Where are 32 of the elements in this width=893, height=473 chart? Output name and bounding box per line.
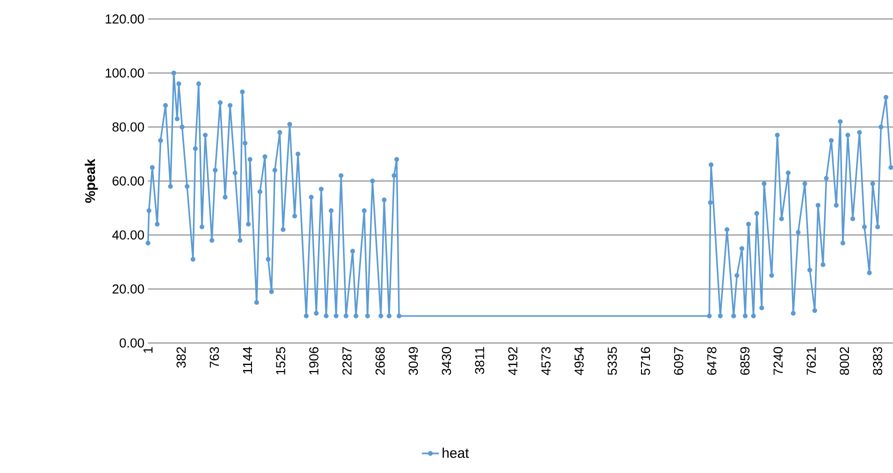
- x-tick-label: 6859: [740, 347, 750, 375]
- y-axis-title: %peak: [84, 158, 98, 203]
- x-tick-label: 5335: [608, 347, 617, 375]
- legend-label: heat: [442, 448, 469, 458]
- x-tick-label: 1144: [243, 346, 252, 374]
- x-tick-label: 4192: [508, 347, 518, 376]
- x-tick-label: 5716: [640, 347, 650, 375]
- x-tick-label: 6478: [707, 347, 716, 375]
- x-tick-label: 8383: [872, 347, 882, 375]
- x-tick-label: 3049: [408, 347, 418, 375]
- y-tick-label: 20.00: [112, 284, 144, 294]
- x-tick-label: 1906: [309, 347, 318, 374]
- y-tick-label: 100.00: [106, 68, 144, 78]
- x-tick-label: 3811: [475, 347, 484, 374]
- y-tick-label: 60.00: [112, 176, 144, 186]
- x-tick-label: 4954: [574, 346, 584, 376]
- y-tick-label: 0.00: [120, 338, 144, 348]
- y-tick-label: 80.00: [112, 122, 144, 132]
- x-tick-label: 8002: [840, 347, 850, 375]
- x-tick-label: 763: [210, 347, 219, 368]
- x-tick-label: 4573: [541, 347, 551, 376]
- x-tick-label: 7621: [806, 347, 816, 375]
- x-tick-label: 3430: [442, 347, 452, 375]
- x-tick-label: 2287: [342, 347, 352, 375]
- x-tick-label: 6097: [674, 347, 684, 375]
- x-tick-label: 1525: [276, 347, 286, 374]
- y-tick-label: 40.00: [112, 230, 144, 240]
- x-tick-label: 1: [144, 347, 152, 353]
- x-tick-label: 2668: [376, 347, 385, 375]
- y-tick-label: 120.00: [106, 14, 144, 24]
- x-tick-label: 382: [176, 347, 186, 368]
- x-tick-label: 7240: [773, 347, 783, 375]
